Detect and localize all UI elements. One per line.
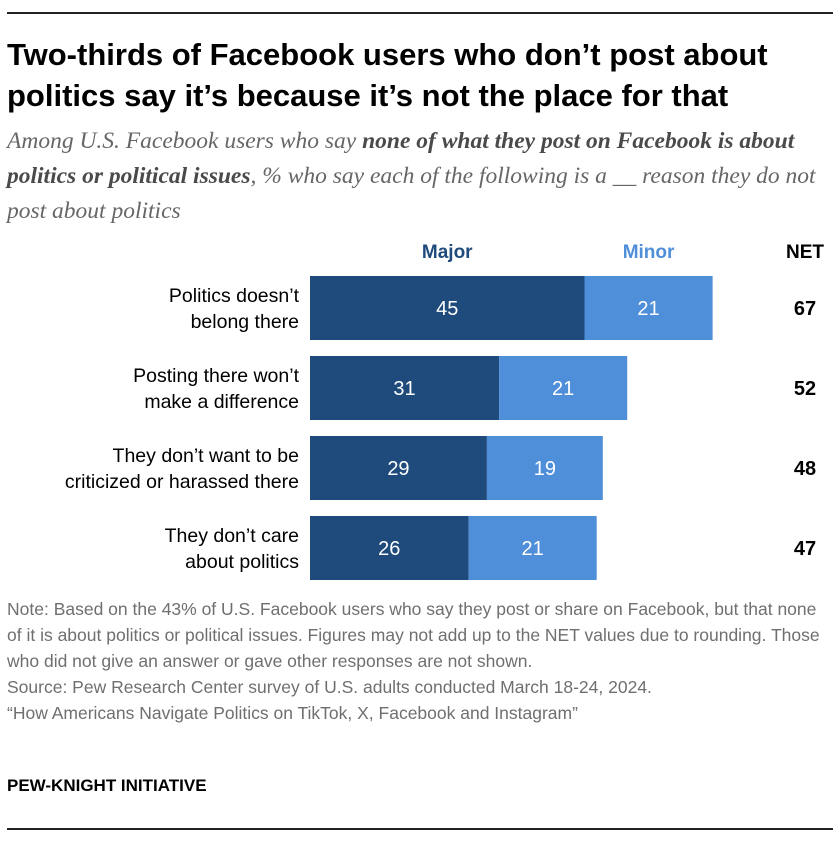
subtitle-text: Among U.S. Facebook users who say (7, 128, 363, 154)
data-label-major: 29 (387, 458, 409, 480)
category-label: about politics (185, 551, 299, 573)
category-label: They don’t care (165, 525, 299, 547)
bar-minor (468, 516, 597, 580)
subtitle-emphasis: none of what they post on Facebook is ab… (7, 128, 795, 189)
note-text: Note: Based on the 43% of U.S. Facebook … (7, 599, 820, 671)
chart-subtitle: Among U.S. Facebook users who say none o… (7, 124, 833, 229)
chart-title: Two-thirds of Facebook users who don’t p… (7, 37, 768, 113)
report-title: “How Americans Navigate Politics on TikT… (7, 703, 578, 723)
bar-major (310, 516, 469, 580)
net-value: 67 (794, 298, 816, 320)
data-label-major: 31 (393, 378, 415, 400)
category-label: Politics doesn’t (169, 285, 300, 307)
net-value: 52 (794, 378, 816, 400)
category-label: Posting there won’t (133, 365, 299, 387)
stacked-bar-chart: Major Minor NET Politics doesn’t belong ther… (65, 242, 824, 580)
bottom-rule (7, 828, 833, 830)
net-value: 48 (794, 458, 816, 480)
category-label: belong there (191, 311, 299, 333)
bar-major (310, 436, 487, 500)
bar-minor (584, 276, 713, 340)
bar-minor (486, 436, 603, 500)
top-rule (7, 12, 833, 14)
data-label-minor: 21 (552, 378, 574, 400)
data-label-minor: 21 (522, 538, 544, 560)
bar-minor (499, 356, 628, 420)
legend-minor: Minor (623, 242, 675, 263)
category-label: make a difference (144, 391, 299, 413)
net-value: 47 (794, 538, 816, 560)
data-label-major: 45 (436, 298, 458, 320)
data-label-minor: 19 (534, 458, 556, 480)
source-text: Source: Pew Research Center survey of U.… (7, 677, 652, 697)
data-label-minor: 21 (637, 298, 659, 320)
subtitle-text-end: , % who say each of the following is a _… (7, 163, 816, 224)
brand-label: PEW-KNIGHT INITIATIVE (7, 776, 207, 795)
legend-major: Major (422, 242, 473, 263)
net-header: NET (786, 242, 824, 263)
chart-notes: Note: Based on the 43% of U.S. Facebook … (7, 596, 833, 726)
category-label: criticized or harassed there (65, 471, 299, 493)
bar-major (310, 356, 500, 420)
data-label-major: 26 (378, 538, 400, 560)
bar-major (310, 276, 585, 340)
category-label: They don’t want to be (113, 445, 299, 467)
